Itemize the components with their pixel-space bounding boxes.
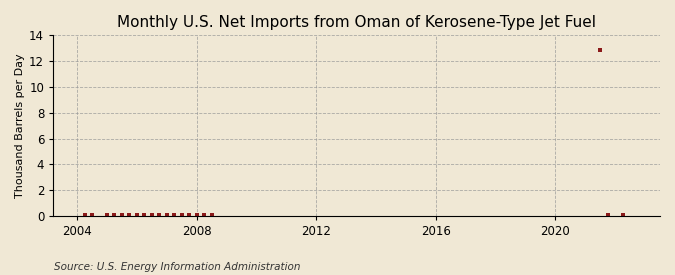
Text: Source: U.S. Energy Information Administration: Source: U.S. Energy Information Administ… xyxy=(54,262,300,272)
Y-axis label: Thousand Barrels per Day: Thousand Barrels per Day xyxy=(15,53,25,198)
Title: Monthly U.S. Net Imports from Oman of Kerosene-Type Jet Fuel: Monthly U.S. Net Imports from Oman of Ke… xyxy=(117,15,596,30)
